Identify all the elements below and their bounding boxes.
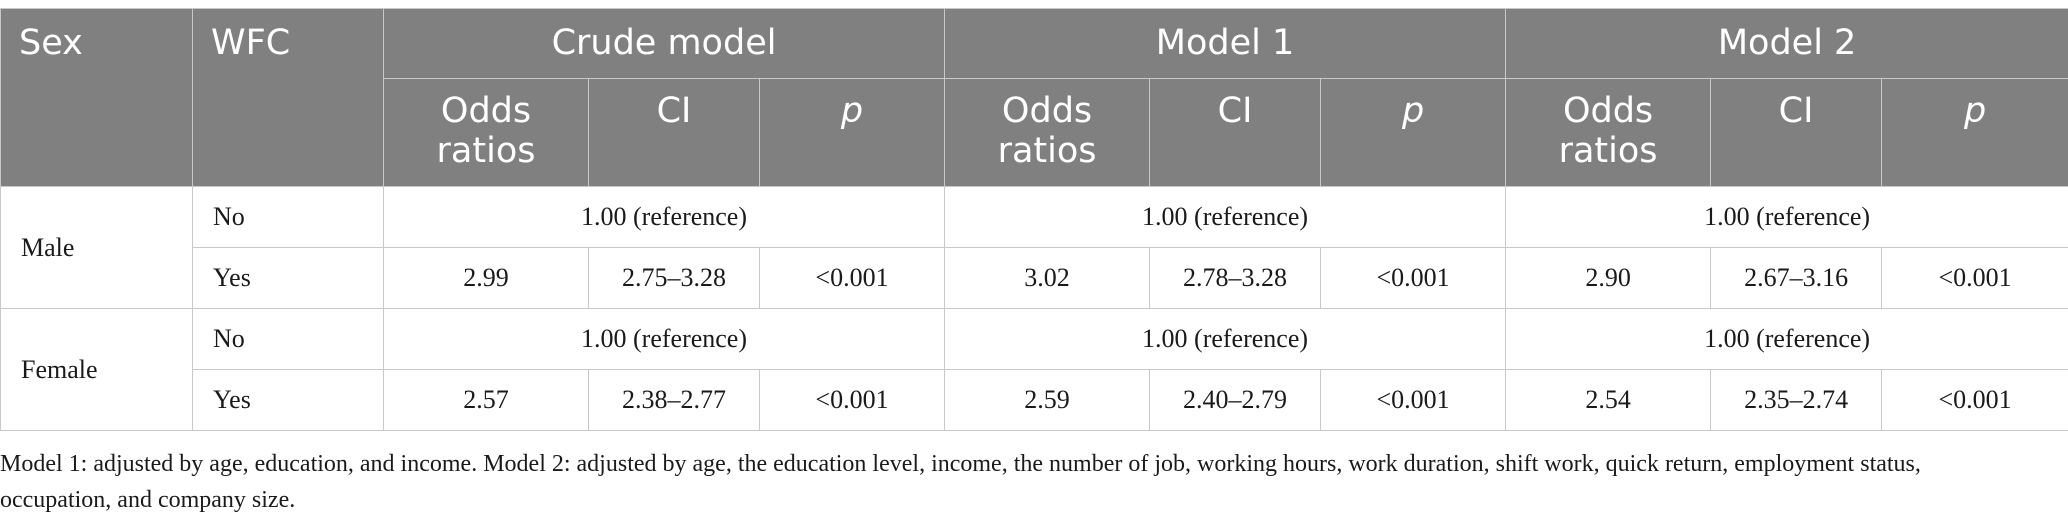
reference-cell: 1.00 (reference) — [1505, 186, 2068, 248]
header-wfc: WFC — [192, 8, 384, 187]
sex-cell: Male — [0, 186, 193, 309]
odds-ratio-cell: 2.54 — [1505, 369, 1712, 431]
header-ci: CI — [588, 78, 760, 187]
odds-ratio-cell: 2.59 — [944, 369, 1151, 431]
table-header: Sex WFC Crude model Model 1 Model 2 Odds… — [0, 8, 2068, 187]
header-odds-ratios: Odds ratios — [1505, 78, 1712, 187]
ci-cell: 2.67–3.16 — [1710, 247, 1883, 309]
wfc-cell: Yes — [192, 247, 384, 309]
p-value-cell: <0.001 — [1881, 247, 2068, 309]
table-row: Male No 1.00 (reference) 1.00 (reference… — [0, 186, 2068, 309]
header-odds-ratios: Odds ratios — [383, 78, 589, 187]
results-table: Sex WFC Crude model Model 1 Model 2 Odds… — [0, 8, 2068, 431]
odds-ratio-cell: 2.99 — [383, 247, 589, 309]
ci-cell: 2.78–3.28 — [1149, 247, 1322, 309]
header-p-label: p — [1401, 91, 1425, 131]
odds-ratio-cell: 2.90 — [1505, 247, 1712, 309]
table-footnote: Model 1: adjusted by age, education, and… — [0, 451, 1921, 513]
wfc-cell: No — [192, 186, 384, 248]
p-value-cell: <0.001 — [758, 247, 946, 309]
wfc-cell: No — [192, 308, 384, 370]
table-row: Yes 2.57 2.38–2.77 <0.001 2.59 2.40–2.79… — [1, 369, 2068, 431]
header-p-label: p — [1963, 91, 1987, 131]
table-body: Male No 1.00 (reference) 1.00 (reference… — [0, 186, 2068, 431]
ci-cell: 2.35–2.74 — [1710, 369, 1883, 431]
header-ci: CI — [1149, 78, 1322, 187]
header-p-label: p — [840, 91, 864, 131]
wfc-cell: Yes — [192, 369, 384, 431]
reference-cell: 1.00 (reference) — [944, 308, 1507, 370]
p-value-cell: <0.001 — [1320, 247, 1507, 309]
header-p: p — [1320, 78, 1507, 187]
header-model-2: Model 2 — [1505, 8, 2068, 79]
p-value-cell: <0.001 — [1320, 369, 1507, 431]
odds-ratio-cell: 3.02 — [944, 247, 1151, 309]
header-sex: Sex — [0, 8, 193, 187]
reference-cell: 1.00 (reference) — [382, 308, 946, 370]
sex-cell: Female — [0, 308, 193, 431]
header-ci: CI — [1710, 78, 1883, 187]
reference-cell: 1.00 (reference) — [382, 186, 946, 248]
ci-cell: 2.40–2.79 — [1149, 369, 1322, 431]
p-value-cell: <0.001 — [1881, 369, 2068, 431]
ci-cell: 2.38–2.77 — [588, 369, 760, 431]
header-model-1: Model 1 — [944, 8, 1507, 79]
header-p: p — [758, 78, 946, 187]
header-odds-ratios: Odds ratios — [944, 78, 1151, 187]
table-row: Yes 2.99 2.75–3.28 <0.001 3.02 2.78–3.28… — [1, 247, 2068, 309]
reference-cell: 1.00 (reference) — [1505, 308, 2068, 370]
header-p: p — [1881, 78, 2068, 187]
header-crude-model: Crude model — [382, 8, 946, 79]
table-row: Female No 1.00 (reference) 1.00 (referen… — [0, 308, 2068, 431]
reference-cell: 1.00 (reference) — [944, 186, 1507, 248]
ci-cell: 2.75–3.28 — [588, 247, 760, 309]
odds-ratio-cell: 2.57 — [383, 369, 589, 431]
p-value-cell: <0.001 — [758, 369, 946, 431]
